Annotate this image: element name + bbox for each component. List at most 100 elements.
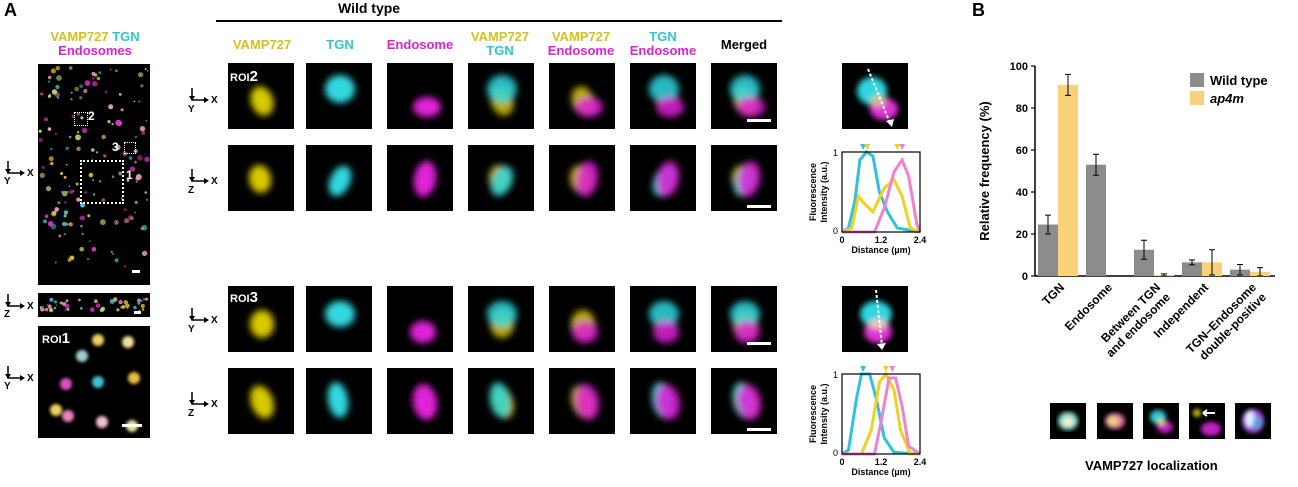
roi-tile-r0-c1 [306, 63, 372, 129]
intensity-profile-roi2: 1 00 1.2 2.4 Distance (µm) Fluorescence Intens… [808, 144, 927, 255]
arrow-icon [1202, 409, 1215, 417]
column-header-4: VAMP727 Endosome [540, 30, 622, 58]
fluorescence-blob [412, 384, 438, 420]
roi-tile-r0-c3 [468, 63, 534, 129]
fluorescence-blob [575, 161, 599, 197]
error-bar [1141, 239, 1147, 260]
fluorescence-blob [413, 161, 437, 197]
fluorescence-blob [250, 385, 274, 419]
fluorescence-blob [487, 301, 517, 327]
fluorescence-blob [325, 75, 355, 103]
roi-tile-r1-c3 [468, 145, 534, 211]
xtick: 2.4 [914, 457, 927, 467]
roi-tile-r2-c5 [630, 286, 696, 352]
fluorescence-blob [410, 321, 436, 343]
legend-swatch [1190, 91, 1204, 105]
xtick: 1.2 [875, 457, 888, 467]
roi-tile-r0-c2 [387, 63, 453, 129]
column-header-line1: VAMP727 [551, 29, 611, 44]
fluorescence-blob [490, 165, 514, 197]
roi-tile-r3-c1 [306, 368, 372, 434]
legend-swatch [1190, 73, 1204, 87]
localization-thumb-between [1143, 403, 1179, 439]
localization-thumb-endosome [1097, 403, 1133, 439]
svg-text:X: X [27, 168, 34, 179]
column-header-line2: Endosome [547, 43, 615, 58]
roi1-dots [50, 334, 140, 432]
roi-tile-r2-c4 [549, 286, 615, 352]
roi-tile-r2-c0 [228, 286, 294, 352]
svg-text:X: X [27, 373, 34, 384]
panel-a-title: Wild type [338, 0, 401, 16]
column-header-line1: Endosome [386, 37, 454, 52]
category-label-0: TGN [1039, 280, 1067, 308]
ytick-label: 60 [1016, 145, 1028, 157]
svg-text:X: X [27, 301, 34, 312]
ytick-label: 20 [1016, 229, 1028, 241]
roi-tile-r0-c5 [630, 63, 696, 129]
peak-marker [889, 366, 896, 372]
profile-line-endo [842, 376, 921, 456]
ytick-label: 0 [1022, 271, 1028, 283]
fluorescence-blob [327, 382, 349, 418]
fluorescence-blob [730, 301, 760, 327]
xtick: 0 [839, 457, 844, 467]
profile-line-tgn [841, 150, 921, 234]
error-bar [1209, 249, 1215, 276]
error-bar [1257, 267, 1263, 277]
error-bar [1189, 259, 1195, 266]
y-axis-label: Relative frequency (%) [977, 101, 992, 240]
linescan-image-roi3 [842, 286, 908, 352]
svg-text:Z: Z [188, 408, 194, 418]
fluorescence-blob [737, 97, 765, 117]
overview-label: VAMP727 TGN Endosomes [40, 30, 150, 58]
roi-tile-r3-c0 [228, 368, 294, 434]
roi-number-3: 3 [112, 140, 119, 154]
overview-label-tgn: TGN [112, 29, 140, 44]
svg-text:X: X [211, 315, 218, 326]
fluorescence-blob [248, 165, 272, 193]
peak-marker [864, 144, 871, 150]
bar-wild-type-3 [1182, 262, 1202, 276]
roi-tile-r0-c6 [711, 63, 777, 129]
legend-label: ap4m [1210, 91, 1244, 106]
roi1-zoom-image: ROI1 [38, 326, 150, 438]
fluorescence-blob [575, 97, 603, 117]
error-bar [1161, 273, 1167, 277]
peak-marker [899, 144, 906, 150]
xtick: 0 [839, 235, 844, 245]
ytick-label: 100 [1010, 61, 1028, 73]
title-underline [216, 20, 782, 22]
svg-text:Z: Z [188, 185, 194, 195]
fluorescence-blob [649, 75, 679, 103]
roi-tile-r0-c4 [549, 63, 615, 129]
fluorescence-blob [572, 321, 598, 343]
error-bar [1065, 73, 1071, 96]
roi-tile-r1-c5 [630, 145, 696, 211]
localization-thumb-independent [1189, 403, 1225, 439]
fluorescence-blob [250, 310, 274, 338]
ytick: 0 [833, 448, 838, 458]
overview-xz-dots [39, 297, 149, 313]
roi-number-2: 2 [88, 109, 95, 123]
peak-marker [860, 144, 867, 150]
fluorescence-blob [649, 301, 679, 327]
column-header-2: Endosome [379, 38, 461, 52]
xlabel: Distance (µm) [851, 467, 910, 477]
roi-box-1 [80, 160, 124, 204]
error-bar [1237, 263, 1243, 276]
column-header-line2: TGN [486, 43, 514, 58]
column-header-line1: VAMP727 [232, 37, 292, 52]
legend-label: Wild type [1210, 73, 1268, 88]
fluorescence-blob [655, 384, 681, 420]
plot-frame [841, 151, 921, 233]
column-header-line1: TGN [326, 37, 354, 52]
error-bar [1093, 153, 1099, 176]
xtick: 2.4 [914, 235, 927, 245]
roi-label-2: ROI2 [230, 68, 258, 85]
peak-marker [882, 366, 889, 372]
roi-label-1: ROI1 [42, 330, 70, 347]
